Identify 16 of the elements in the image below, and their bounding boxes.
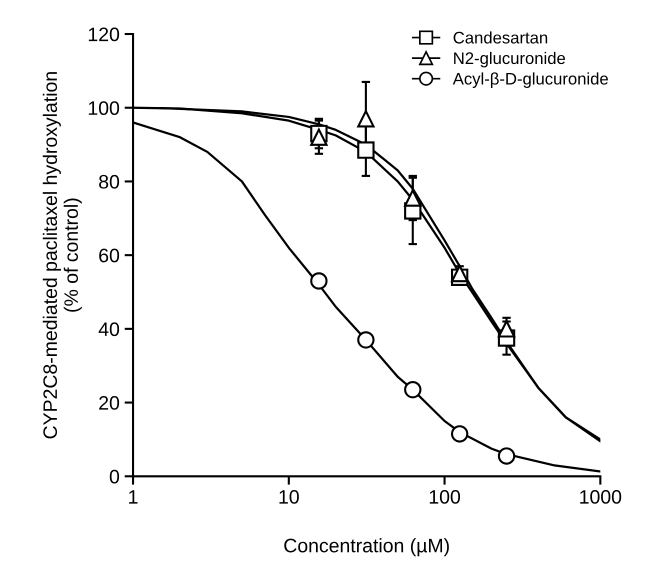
y-tick-label: 60 <box>99 248 120 262</box>
legend-label: Candesartan <box>454 31 548 44</box>
legend-label: N2-glucuronide <box>454 52 566 68</box>
y-axis-title: CYP2C8-mediated paclitaxel hydroxylation (% of control) <box>42 72 82 438</box>
x-tick-label: 10 <box>279 490 299 504</box>
x-axis-title: Concentration (µM) <box>284 538 449 556</box>
y-tick-label: 120 <box>88 27 120 42</box>
x-tick-label: 100 <box>430 490 460 504</box>
y-tick-label: 40 <box>98 322 120 336</box>
y-tick-label: 100 <box>88 101 120 115</box>
y-tick-label: 20 <box>99 396 120 410</box>
legend-label: Acyl-β-D-glucuronide <box>452 72 608 88</box>
y-tick-label: 80 <box>99 174 120 189</box>
y-tick-label: 0 <box>110 470 120 484</box>
x-tick-label: 1000 <box>580 490 622 504</box>
x-tick-label: 1 <box>129 490 138 504</box>
